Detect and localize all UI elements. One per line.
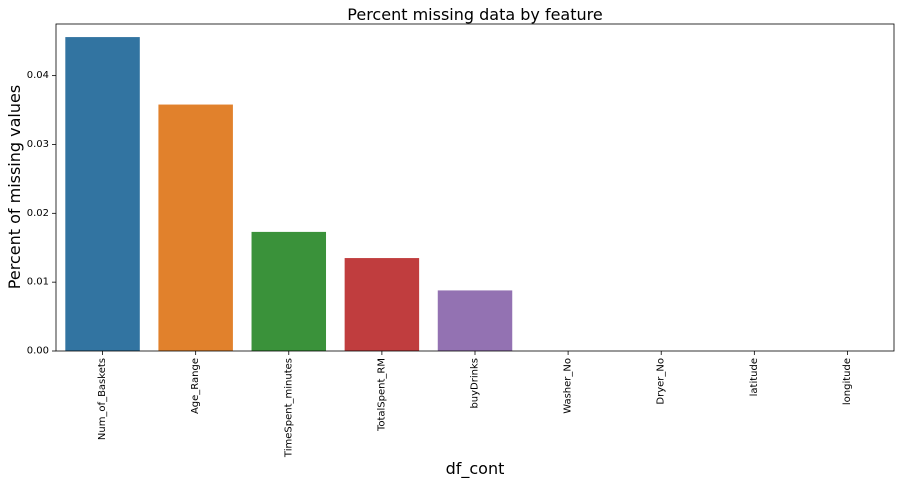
x-axis: Num_of_Baskets Age_Range TimeSpent_minutes…	[97, 351, 853, 458]
y-tick-label: 0.00	[27, 346, 49, 357]
y-tick-label: 0.03	[27, 139, 49, 150]
x-tick-label: Dryer_No	[656, 358, 667, 405]
x-tick-label: longitude	[842, 358, 853, 405]
x-tick-label: Washer_No	[563, 358, 574, 414]
bars-group	[65, 37, 513, 351]
bar-num-of-baskets	[65, 37, 140, 351]
y-axis-label: Percent of missing values	[5, 85, 24, 289]
plot-frame	[55, 23, 895, 352]
y-tick-label: 0.01	[27, 277, 49, 288]
x-tick-label: Age_Range	[190, 358, 201, 414]
x-axis-label: df_cont	[446, 459, 505, 479]
bar-totalspent-rm	[344, 258, 420, 351]
x-tick-label: latitude	[749, 358, 760, 396]
chart-title: Percent missing data by feature	[347, 5, 602, 24]
x-tick-label: TimeSpent_minutes	[283, 358, 294, 458]
y-tick-label: 0.02	[27, 208, 49, 219]
x-tick-label: TotalSpent_RM	[376, 358, 387, 432]
x-tick-label: Num_of_Baskets	[97, 358, 108, 440]
x-tick-label: buyDrinks	[470, 358, 481, 409]
bar-timespent-minutes	[251, 231, 327, 351]
y-axis: 0.00 0.01 0.02 0.03 0.04	[27, 70, 56, 357]
bar-buydrinks	[437, 290, 513, 351]
bar-age-range	[158, 104, 233, 351]
y-tick-label: 0.04	[27, 70, 49, 81]
